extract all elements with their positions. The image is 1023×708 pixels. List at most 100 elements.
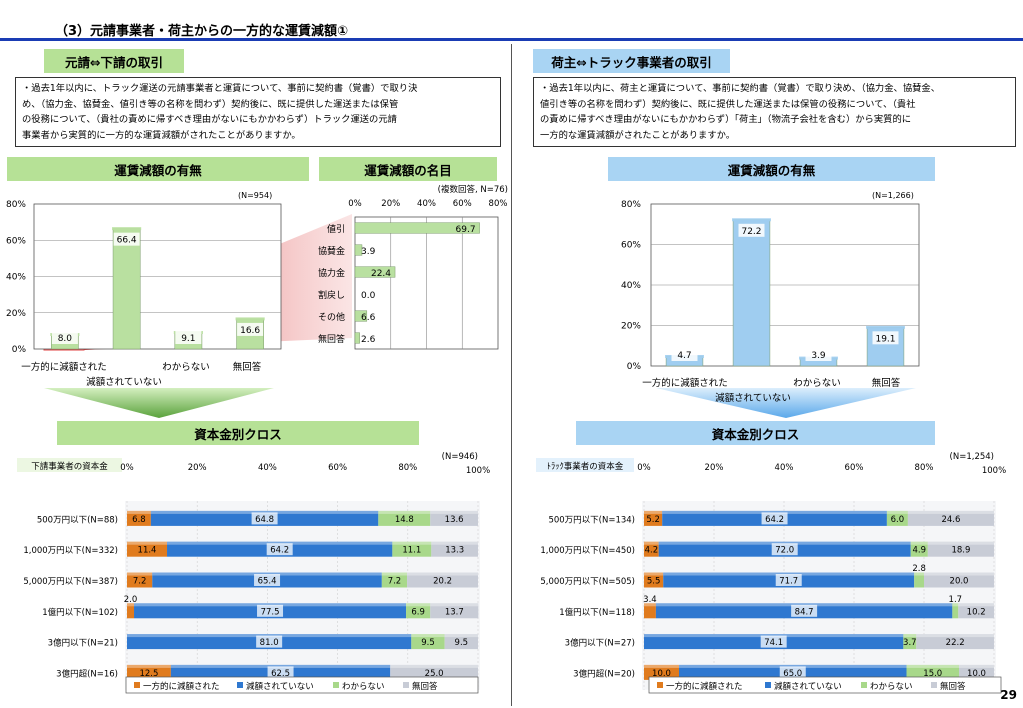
y-tick-label: 40% <box>621 281 641 291</box>
legend-swatch <box>765 682 771 688</box>
data-label: 8.0 <box>58 334 73 344</box>
data-label: 22.4 <box>371 269 391 279</box>
data-label: 5.2 <box>646 515 660 525</box>
data-label: 74.1 <box>764 638 783 648</box>
x-tick-label: 0% <box>348 199 362 209</box>
data-label: 19.1 <box>875 334 895 344</box>
legend-label: 減額されていない <box>246 681 314 692</box>
right-presence-chart: 0% 20% 40% 60% 80% (N=1,266) 4.7 72.2 3.9 19.1 一方的… <box>621 191 919 404</box>
data-label: 24.6 <box>941 515 960 525</box>
left-panel-header: 元請⇔下請の取引 <box>44 49 184 73</box>
row-label: 1,000万円以下(N=332) <box>23 546 118 556</box>
x-tick-label: 20% <box>705 463 724 473</box>
x-category-label: 一方的に減額された <box>21 361 107 373</box>
row-label: 500万円以下(N=88) <box>37 515 118 525</box>
y-tick-label: 60% <box>6 236 26 246</box>
data-label: 9.5 <box>455 638 469 648</box>
right-top-charts: 0% 20% 40% 60% 80% (N=1,266) 4.7 72.2 3.9 19.1 一方的… <box>511 181 1023 421</box>
data-label: 65.4 <box>258 577 277 587</box>
y-tick-label: 20% <box>6 309 26 319</box>
data-label: 9.5 <box>421 638 435 648</box>
data-label: 3.9 <box>811 351 826 361</box>
data-label: 20.0 <box>950 577 969 587</box>
data-label: 0.0 <box>361 291 376 301</box>
data-label: 13.6 <box>445 515 464 525</box>
y-tick-label: 20% <box>621 322 641 332</box>
data-label: 4.9 <box>913 546 927 556</box>
data-label: 81.0 <box>260 638 279 648</box>
x-tick-label: 40% <box>417 199 436 209</box>
data-label: 3.4 <box>643 595 657 605</box>
y-category-label: 協力金 <box>318 267 345 279</box>
row-label: 1,000万円以下(N=450) <box>540 546 635 556</box>
right-cross-title: 資本金別クロス <box>576 421 935 445</box>
legend-label: わからない <box>342 682 385 692</box>
data-label: 22.2 <box>946 638 965 648</box>
data-label: 77.5 <box>261 607 280 617</box>
x-tick-label: 20% <box>188 463 207 473</box>
bar-cap <box>112 227 141 230</box>
bar <box>733 220 770 366</box>
left-cross-title: 資本金別クロス <box>57 421 419 445</box>
data-label: 72.2 <box>741 227 761 237</box>
data-label: 4.2 <box>645 546 659 556</box>
row-label: 3億円超(N=16) <box>56 668 118 679</box>
n-label: (N=946) <box>442 452 478 462</box>
data-label: 4.7 <box>677 351 691 361</box>
n-label: (N=1,266) <box>872 191 914 200</box>
data-label: 10.2 <box>967 607 986 617</box>
legend-label: 一方的に減額された <box>143 681 220 692</box>
data-label: 11.1 <box>402 546 421 556</box>
row-label: 1億円以下(N=118) <box>559 607 635 618</box>
data-label: 13.7 <box>445 607 464 617</box>
data-label: 5.5 <box>647 577 661 587</box>
data-label: 2.8 <box>912 564 926 574</box>
x-tick-label: 40% <box>258 463 277 473</box>
data-label: 71.7 <box>779 577 798 587</box>
right-section1-title: 運賃減額の有無 <box>608 157 935 181</box>
n-label: (複数回答, N=76) <box>438 184 508 195</box>
y-category-label: 割戻し <box>318 289 345 301</box>
data-label: 18.9 <box>951 546 970 556</box>
data-label: 6.8 <box>132 515 146 525</box>
data-label: 14.8 <box>395 515 414 525</box>
x-tick-label: 80% <box>398 463 417 473</box>
x-category-label: 一方的に減額された <box>642 377 728 389</box>
x-tick-label: 100% <box>466 466 490 476</box>
data-label: 7.2 <box>388 577 402 587</box>
x-category-label: わからない <box>793 378 841 389</box>
legend-swatch <box>333 682 339 688</box>
legend-label: 減額されていない <box>774 681 842 692</box>
left-top-charts: 0%20%40%60%80%(N=954)8.066.49.116.6一方的に減… <box>0 181 511 421</box>
x-category-label: 無回答 <box>872 377 901 389</box>
legend-swatch <box>931 682 937 688</box>
y-category-label: 無回答 <box>318 333 345 345</box>
x-category-label: 無回答 <box>233 361 262 373</box>
x-tick-label: 60% <box>328 463 347 473</box>
left-question: ・過去1年以内に、トラック運送の元請事業者と運賃について、事前に契約書（覚書）で… <box>15 77 501 147</box>
legend-swatch <box>403 682 409 688</box>
n-label: (N=954) <box>238 191 272 200</box>
row-label: 500万円以下(N=134) <box>548 515 635 525</box>
legend-swatch <box>861 682 867 688</box>
plot-area <box>642 501 996 690</box>
data-label: 16.6 <box>240 326 260 336</box>
x-tick-label: 60% <box>845 463 864 473</box>
row-label: 3億円以下(N=27) <box>565 638 635 649</box>
legend-label: 無回答 <box>940 681 966 692</box>
row-label: 3億円超(N=20) <box>573 668 635 679</box>
right-question-line: 一方的な運賃減額がされたことがありますか。 <box>540 128 1009 144</box>
data-label: 6.0 <box>891 515 905 525</box>
data-label: 64.8 <box>255 515 274 525</box>
right-question-line: の責めに帰すべき理由がないにもかかわらず）「荷主」（物流子会社を含む）から実質的… <box>540 112 1009 128</box>
bar <box>113 229 140 349</box>
right-question-line: 値引き等の名称を問わず）契約後に、既に提供した運送または保管の役務について、（貴… <box>540 97 1009 113</box>
left-presence-chart: 0%20%40%60%80%(N=954)8.066.49.116.6一方的に減… <box>6 191 281 388</box>
left-section2-title: 運賃減額の名目 <box>319 157 497 181</box>
row-label: 5,000万円以下(N=505) <box>540 577 635 587</box>
x-tick-label: 40% <box>775 463 794 473</box>
legend-swatch <box>237 682 243 688</box>
legend-swatch <box>134 682 140 688</box>
n-label: (N=1,254) <box>950 452 994 462</box>
x-tick-label: 100% <box>982 466 1006 476</box>
